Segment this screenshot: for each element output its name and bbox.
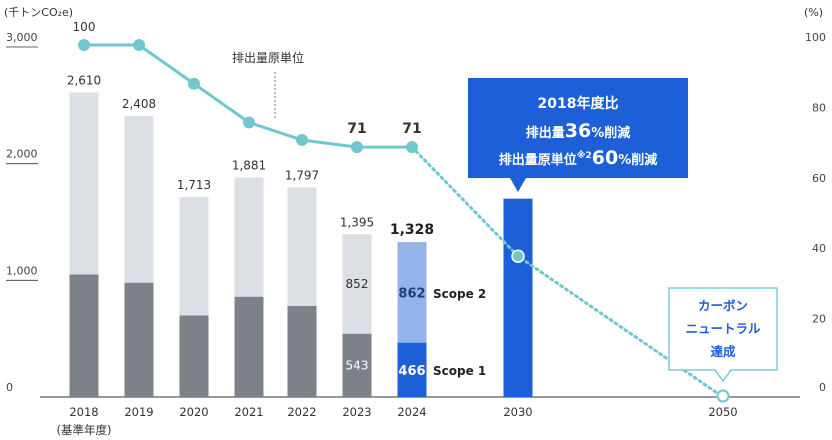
callout-2030-box — [468, 78, 688, 178]
bar-total-label-2019: 2,408 — [122, 97, 156, 111]
left-tick-label: 1,000 — [6, 264, 38, 277]
intensity-label-2024: 71 — [402, 121, 421, 137]
x-tick-2019: 2019 — [124, 405, 153, 419]
bar-scope2-2023 — [342, 234, 372, 334]
x-tick-2022: 2022 — [287, 405, 316, 419]
bar-total-label-2024: 1,328 — [390, 222, 434, 238]
callout-2030: 2018年度比 排出量36%削減 排出量原単位※260%削減 — [468, 78, 688, 192]
intensity-point-2050 — [716, 389, 730, 403]
callout-2050-line3: 達成 — [710, 344, 736, 359]
right-tick-label: 60 — [812, 172, 826, 185]
right-tick-label: 0 — [819, 381, 826, 394]
callout-2030-line3: 排出量原単位※260%削減 — [499, 147, 658, 169]
intensity-series-label: 排出量原単位 — [232, 50, 304, 65]
intensity-point-2018 — [78, 39, 90, 51]
intensity-label-2018: 100 — [73, 20, 96, 34]
left-axis-ticks: 3,000 2,000 1,000 0 — [6, 31, 38, 394]
bar-scope2-2024 — [397, 242, 427, 343]
bar-scope2-2022 — [287, 187, 317, 306]
bar-scope1-2018 — [69, 274, 99, 397]
scope1-label: Scope 1 — [433, 364, 486, 378]
x-tick-2024: 2024 — [397, 405, 426, 419]
scope2-label: Scope 2 — [433, 287, 486, 301]
bar-scope2-2020 — [179, 197, 209, 316]
callout-2030-line1: 2018年度比 — [538, 95, 619, 112]
x-tick-2021: 2021 — [234, 405, 263, 419]
callout-2050-line2: ニュートラル — [685, 321, 761, 336]
bar-labels-group: 2,610 2,408 1,713 1,881 1,797 1,395 1,328 543 85… — [67, 74, 434, 379]
left-axis-unit: (千トンCO₂e) — [4, 6, 73, 19]
right-tick-label: 80 — [812, 101, 826, 114]
right-axis-unit: (%) — [804, 6, 823, 19]
bar-total-label-2021: 1,881 — [232, 159, 266, 173]
x-tick-2050: 2050 — [708, 405, 737, 419]
intensity-point-2023 — [351, 141, 363, 154]
bar-scope1-2024 — [397, 342, 427, 397]
left-tick-label: 3,000 — [6, 31, 38, 44]
x-tick-2018: 2018 — [69, 405, 98, 419]
inner-label-scope2-2024: 862 — [398, 286, 425, 301]
callout-2030-pointer — [510, 178, 526, 192]
bars-group — [69, 92, 533, 397]
callout-2050: カーボン ニュートラル 達成 — [668, 287, 778, 383]
x-tick-2030: 2030 — [503, 405, 532, 419]
bar-scope2-2018 — [69, 92, 99, 275]
intensity-point-2020 — [188, 77, 200, 90]
callout-2050-box — [668, 287, 778, 383]
inner-label-scope1-2024: 466 — [398, 364, 425, 379]
bar-total-label-2020: 1,713 — [177, 178, 211, 192]
intensity-point-2021 — [243, 116, 255, 129]
intensity-point-2022 — [296, 134, 308, 147]
intensity-point-2030 — [511, 249, 525, 263]
intensity-point-2019 — [133, 39, 145, 51]
inner-label-scope2-2023: 852 — [346, 277, 369, 291]
x-tick-2020: 2020 — [179, 405, 208, 419]
left-tick-label: 2,000 — [6, 148, 38, 161]
bar-scope1-2030 — [503, 198, 533, 397]
intensity-point-2024 — [406, 141, 418, 154]
x-tick-2023: 2023 — [342, 405, 371, 419]
inner-label-scope1-2023: 543 — [346, 358, 369, 372]
right-axis-ticks: 100 80 60 40 20 0 — [805, 31, 826, 394]
intensity-label-2023: 71 — [347, 121, 366, 137]
bar-scope2-2021 — [234, 177, 264, 297]
callout-2030-line2: 排出量36%削減 — [526, 120, 631, 142]
bar-scope2-2019 — [124, 116, 154, 283]
intensity-line-group: 100 71 71 — [73, 20, 730, 403]
bar-scope1-2021 — [234, 296, 264, 397]
bar-total-label-2023: 1,395 — [340, 215, 374, 229]
bar-total-label-2018: 2,610 — [67, 74, 101, 88]
bar-scope1-2020 — [179, 315, 209, 397]
left-tick-label: 0 — [6, 381, 13, 394]
right-tick-label: 100 — [805, 31, 826, 44]
bar-scope1-2023 — [342, 333, 372, 397]
bar-total-label-2022: 1,797 — [285, 168, 319, 182]
callout-2050-line1: カーボン — [698, 298, 748, 313]
bar-scope1-2019 — [124, 282, 154, 397]
right-tick-label: 20 — [812, 313, 826, 326]
base-year-note: (基準年度) — [57, 423, 112, 437]
x-axis-ticks: 2018 2019 2020 2021 2022 2023 2024 2030 2050 (基準年… — [57, 405, 738, 437]
right-tick-label: 40 — [812, 242, 826, 255]
bar-scope1-2022 — [287, 306, 317, 397]
